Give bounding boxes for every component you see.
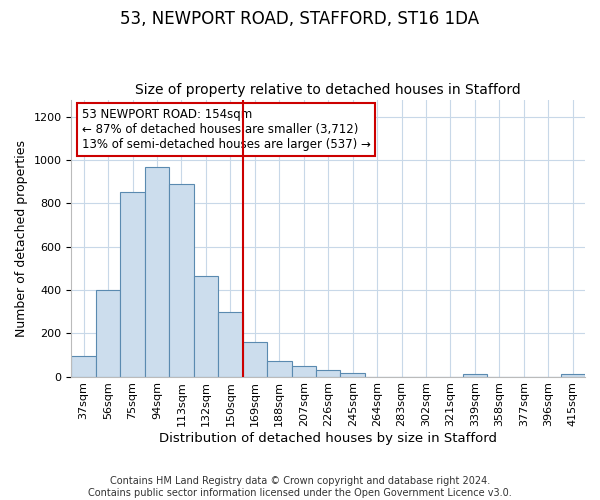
Bar xyxy=(121,192,145,376)
Bar xyxy=(242,342,267,376)
Bar xyxy=(560,374,585,376)
Bar xyxy=(267,362,292,376)
Text: Contains HM Land Registry data © Crown copyright and database right 2024.
Contai: Contains HM Land Registry data © Crown c… xyxy=(88,476,512,498)
Bar xyxy=(96,290,121,376)
Bar xyxy=(169,184,194,376)
Bar xyxy=(463,374,487,376)
Text: 53 NEWPORT ROAD: 154sqm
← 87% of detached houses are smaller (3,712)
13% of semi: 53 NEWPORT ROAD: 154sqm ← 87% of detache… xyxy=(82,108,371,151)
Bar xyxy=(316,370,340,376)
Bar xyxy=(194,276,218,376)
X-axis label: Distribution of detached houses by size in Stafford: Distribution of detached houses by size … xyxy=(159,432,497,445)
Title: Size of property relative to detached houses in Stafford: Size of property relative to detached ho… xyxy=(136,83,521,97)
Bar xyxy=(292,366,316,376)
Bar xyxy=(145,166,169,376)
Bar xyxy=(340,372,365,376)
Bar xyxy=(71,356,96,376)
Bar xyxy=(218,312,242,376)
Text: 53, NEWPORT ROAD, STAFFORD, ST16 1DA: 53, NEWPORT ROAD, STAFFORD, ST16 1DA xyxy=(121,10,479,28)
Y-axis label: Number of detached properties: Number of detached properties xyxy=(15,140,28,336)
